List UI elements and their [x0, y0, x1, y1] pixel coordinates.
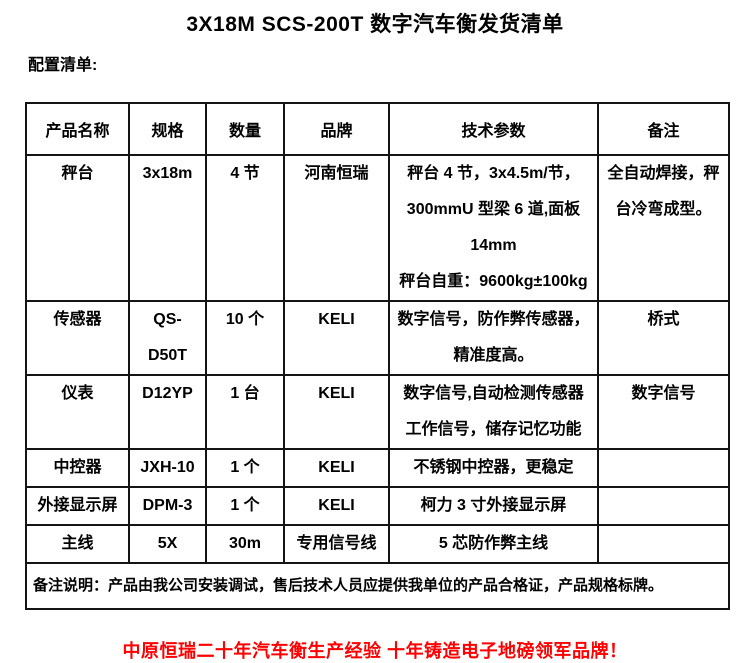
- cell-quantity: 10 个: [205, 300, 285, 376]
- header-tech-params: 技术参数: [388, 102, 599, 156]
- cell-remarks: [597, 448, 730, 488]
- table-row: 传感器 QS-D50T 10 个 KELI 数字信号，防作弊传感器， 精准度高。…: [25, 300, 730, 376]
- footnote-row: 备注说明：产品由我公司安装调试，售后技术人员应提供我单位的产品合格证，产品规格标…: [25, 562, 730, 610]
- cell-remarks: [597, 524, 730, 564]
- cell-spec: JXH-10: [128, 448, 207, 488]
- cell-remarks: 全自动焊接，秤台冷弯成型。: [597, 154, 730, 302]
- header-quantity: 数量: [205, 102, 285, 156]
- table-row: 仪表 D12YP 1 台 KELI 数字信号,自动检测传感器 工作信号，储存记忆…: [25, 374, 730, 450]
- table-row: 中控器 JXH-10 1 个 KELI 不锈钢中控器，更稳定: [25, 448, 730, 488]
- table-row: 秤台 3x18m 4 节 河南恒瑞 秤台 4 节，3x4.5m/节， 300mm…: [25, 154, 730, 302]
- table-header-row: 产品名称 规格 数量 品牌 技术参数 备注: [25, 102, 730, 156]
- cell-brand: 专用信号线: [283, 524, 390, 564]
- cell-tech-params: 5 芯防作弊主线: [388, 524, 599, 564]
- footer-slogan: 中原恒瑞二十年汽车衡生产经验 十年铸造电子地磅领军品牌！: [122, 641, 628, 661]
- cell-brand: KELI: [283, 486, 390, 526]
- cell-tech-params: 不锈钢中控器，更稳定: [388, 448, 599, 488]
- cell-remarks: 桥式: [597, 300, 730, 376]
- cell-tech-params: 柯力 3 寸外接显示屏: [388, 486, 599, 526]
- cell-brand: KELI: [283, 374, 390, 450]
- footnote: 备注说明：产品由我公司安装调试，售后技术人员应提供我单位的产品合格证，产品规格标…: [25, 562, 730, 610]
- cell-tech-params: 数字信号，防作弊传感器， 精准度高。: [388, 300, 599, 376]
- cell-brand: KELI: [283, 300, 390, 376]
- spec-table: 产品名称 规格 数量 品牌 技术参数 备注 秤台 3x18m 4 节 河南恒瑞 …: [25, 102, 730, 610]
- table-row: 外接显示屏 DPM-3 1 个 KELI 柯力 3 寸外接显示屏: [25, 486, 730, 526]
- cell-product-name: 仪表: [25, 374, 130, 450]
- cell-remarks: [597, 486, 730, 526]
- cell-remarks: 数字信号: [597, 374, 730, 450]
- cell-spec: D12YP: [128, 374, 207, 450]
- cell-quantity: 1 个: [205, 486, 285, 526]
- page: 3X18M SCS-200T 数字汽车衡发货清单 配置清单: 产品名称 规格 数…: [0, 8, 750, 663]
- cell-quantity: 30m: [205, 524, 285, 564]
- cell-quantity: 1 台: [205, 374, 285, 450]
- cell-product-name: 外接显示屏: [25, 486, 130, 526]
- table-row: 主线 5X 30m 专用信号线 5 芯防作弊主线: [25, 524, 730, 564]
- header-brand: 品牌: [283, 102, 390, 156]
- config-list-label: 配置清单:: [28, 57, 98, 74]
- cell-quantity: 4 节: [205, 154, 285, 302]
- cell-spec: 5X: [128, 524, 207, 564]
- cell-quantity: 1 个: [205, 448, 285, 488]
- cell-product-name: 传感器: [25, 300, 130, 376]
- page-title: 3X18M SCS-200T 数字汽车衡发货清单: [186, 13, 564, 36]
- header-spec: 规格: [128, 102, 207, 156]
- cell-spec: DPM-3: [128, 486, 207, 526]
- cell-tech-params: 秤台 4 节，3x4.5m/节， 300mmU 型梁 6 道,面板 14mm 秤…: [388, 154, 599, 302]
- cell-brand: KELI: [283, 448, 390, 488]
- cell-spec: QS-D50T: [128, 300, 207, 376]
- cell-product-name: 中控器: [25, 448, 130, 488]
- cell-tech-params: 数字信号,自动检测传感器 工作信号，储存记忆功能: [388, 374, 599, 450]
- cell-brand: 河南恒瑞: [283, 154, 390, 302]
- cell-spec: 3x18m: [128, 154, 207, 302]
- header-remarks: 备注: [597, 102, 730, 156]
- header-product-name: 产品名称: [25, 102, 130, 156]
- cell-product-name: 主线: [25, 524, 130, 564]
- cell-product-name: 秤台: [25, 154, 130, 302]
